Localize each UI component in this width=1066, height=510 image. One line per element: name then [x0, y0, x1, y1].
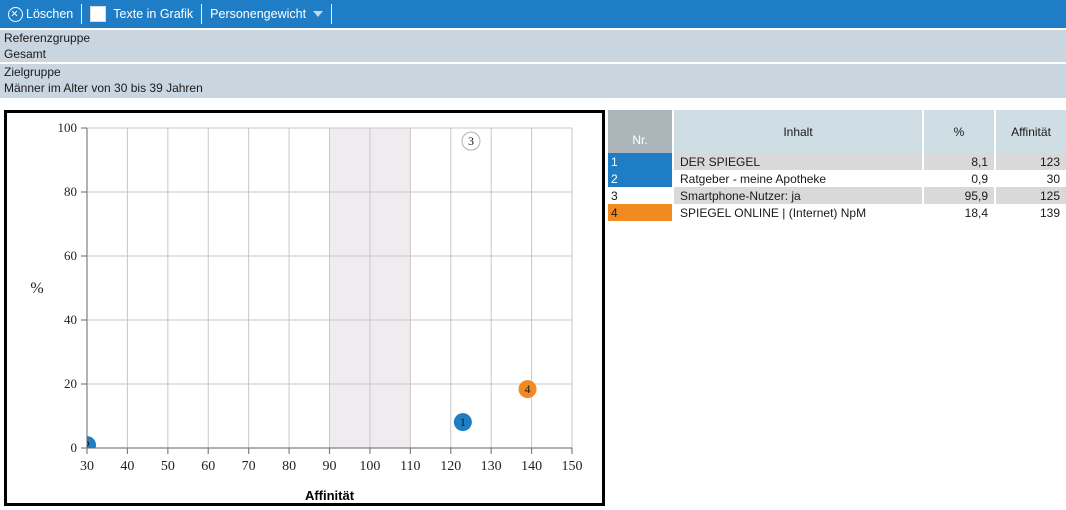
x-axis-tick-label: 50	[161, 459, 175, 474]
x-axis-tick-label: 150	[562, 459, 583, 474]
row-percent: 0,9	[923, 170, 996, 187]
row-number-marker: 4	[608, 204, 674, 221]
row-percent: 95,9	[923, 187, 996, 204]
toolbar-separator-3	[331, 4, 333, 24]
results-table: Nr. Inhalt % Affinität 1 DER SPIEGEL 8,1 12…	[608, 110, 1066, 221]
toolbar: Löschen Texte in Grafik Personengewicht	[0, 0, 1066, 28]
x-axis-tick-label: 60	[201, 459, 215, 474]
y-axis-tick-label: 80	[64, 184, 77, 199]
y-axis-tick-label: 100	[58, 120, 78, 135]
column-header-percent[interactable]: %	[923, 110, 996, 153]
column-header-affinitaet[interactable]: Affinität	[995, 110, 1066, 153]
row-affinitaet: 139	[995, 204, 1066, 221]
x-axis-tick-label: 130	[481, 459, 502, 474]
column-header-nr[interactable]: Nr.	[608, 110, 674, 153]
x-axis-tick-label: 120	[440, 459, 461, 474]
row-number-marker: 2	[608, 170, 674, 187]
toolbar-separator-1	[81, 4, 83, 24]
circle-x-icon	[8, 6, 23, 22]
data-point[interactable]: 1	[453, 413, 472, 432]
x-axis-tick-label: 90	[323, 459, 337, 474]
row-percent: 8,1	[923, 153, 996, 170]
y-axis-tick-label: 60	[64, 248, 77, 263]
row-inhalt: DER SPIEGEL	[673, 153, 924, 170]
y-axis-title: %	[30, 280, 43, 297]
row-affinitaet: 30	[995, 170, 1066, 187]
row-affinitaet: 125	[995, 187, 1066, 204]
y-axis-tick-label: 0	[71, 440, 78, 455]
texte-in-grafik-checkbox[interactable]: Texte in Grafik	[82, 0, 201, 28]
data-point[interactable]: 4	[518, 380, 537, 399]
y-axis-tick-label: 40	[64, 312, 77, 327]
row-percent: 18,4	[923, 204, 996, 221]
x-axis-tick-label: 140	[521, 459, 542, 474]
table-row[interactable]: 2 Ratgeber - meine Apotheke 0,9 30	[608, 170, 1066, 187]
x-axis-title: Affinität	[305, 488, 355, 503]
data-point-label: 2	[84, 438, 90, 452]
table-header-row: Nr. Inhalt % Affinität	[608, 110, 1066, 153]
data-point-label: 3	[468, 134, 474, 148]
table-row[interactable]: 4 SPIEGEL ONLINE | (Internet) NpM 18,4 139	[608, 204, 1066, 221]
caret-down-icon[interactable]	[313, 11, 324, 17]
delete-button-label: Löschen	[26, 7, 74, 21]
toolbar-separator-2	[201, 4, 203, 24]
data-point[interactable]: 3	[461, 131, 481, 151]
personengewicht-dropdown[interactable]: Personengewicht	[202, 0, 331, 28]
row-inhalt: SPIEGEL ONLINE | (Internet) NpM	[673, 204, 924, 221]
row-inhalt: Smartphone-Nutzer: ja	[673, 187, 924, 204]
target-group-band: Zielgruppe Männer im Alter von 30 bis 39…	[0, 64, 1066, 98]
data-points-group: 1 2 3 4	[78, 131, 537, 454]
data-point-circle[interactable]	[461, 131, 481, 151]
x-axis-tick-label: 30	[80, 459, 94, 474]
data-point[interactable]: 2	[78, 436, 96, 454]
reference-group-label: Referenzgruppe	[4, 31, 91, 45]
x-axis-tick-label: 80	[282, 459, 296, 474]
target-group-value: Männer im Alter von 30 bis 39 Jahren	[4, 81, 203, 95]
x-axis-tick-label: 110	[400, 459, 420, 474]
data-point-circle[interactable]	[453, 413, 472, 432]
row-number-marker: 3	[608, 187, 674, 204]
reference-group-band: Referenzgruppe Gesamt	[0, 30, 1066, 62]
table-row[interactable]: 3 Smartphone-Nutzer: ja 95,9 125	[608, 187, 1066, 204]
row-number-marker: 1	[608, 153, 674, 170]
table-row[interactable]: 1 DER SPIEGEL 8,1 123	[608, 153, 1066, 170]
data-point-circle[interactable]	[78, 436, 96, 454]
checkbox-box-icon[interactable]	[90, 6, 107, 22]
delete-button[interactable]: Löschen	[0, 0, 81, 28]
data-point-circle[interactable]	[518, 380, 537, 399]
x-axis-tick-label: 100	[359, 459, 380, 474]
personengewicht-label: Personengewicht	[210, 7, 307, 21]
row-inhalt: Ratgeber - meine Apotheke	[673, 170, 924, 187]
texte-in-grafik-label: Texte in Grafik	[113, 7, 194, 21]
reference-group-value: Gesamt	[4, 47, 47, 61]
target-group-label: Zielgruppe	[4, 65, 61, 79]
column-header-inhalt[interactable]: Inhalt	[673, 110, 924, 153]
data-point-label: 1	[460, 415, 466, 429]
y-axis-tick-label: 20	[64, 376, 77, 391]
x-axis-tick-label: 40	[120, 459, 134, 474]
x-axis-tick-label: 70	[242, 459, 256, 474]
row-affinitaet: 123	[995, 153, 1066, 170]
data-point-label: 4	[525, 382, 531, 396]
scatter-chart-panel: 0 20 40 60 80 100 30 40 50 60 70 80 90 100 110 120 130 14…	[4, 110, 605, 506]
